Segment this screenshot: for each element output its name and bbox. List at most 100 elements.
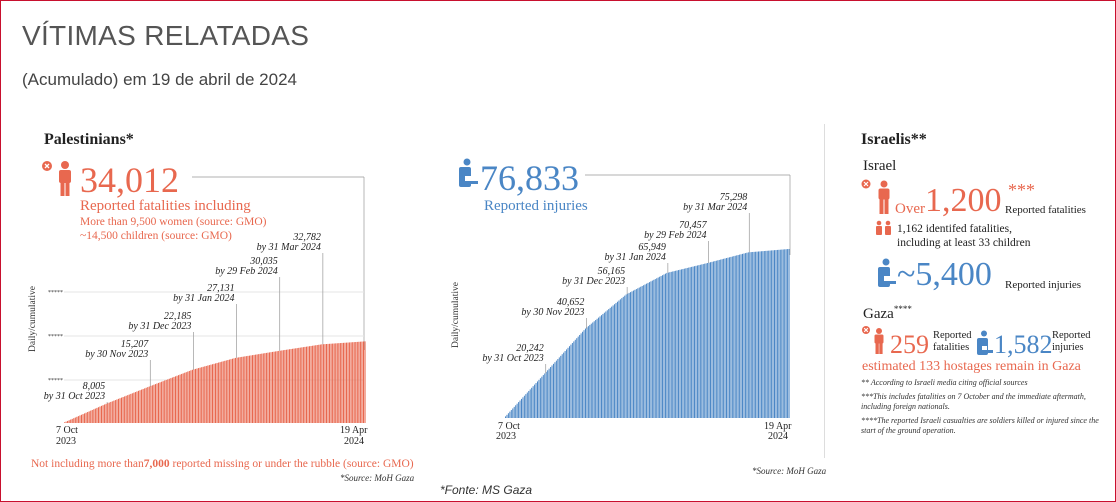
chart-bar [663, 274, 665, 418]
chart-bar [724, 258, 726, 418]
chart-bar [647, 282, 649, 418]
chart-bar [718, 259, 720, 418]
israel-injuries-count: ~5,400 [897, 256, 992, 293]
chart-bar [736, 255, 738, 418]
chart-bar [739, 254, 741, 418]
chart-bar [737, 255, 739, 418]
chart-bar [161, 381, 163, 423]
chart-bar [509, 411, 511, 418]
chart-bar [362, 341, 365, 423]
person-icon [59, 161, 71, 196]
chart-bar [535, 383, 537, 418]
israel-fatalities-label: Reported fatalities [1005, 204, 1086, 216]
chart-bar [179, 374, 181, 423]
chart-bar [145, 387, 147, 423]
chart-bar [584, 328, 586, 418]
chart-bar [595, 320, 597, 418]
chart-bar [245, 356, 247, 423]
chart-bar [207, 365, 209, 423]
chart-bar [541, 376, 543, 418]
chart-bar [630, 292, 632, 418]
chart-bar [768, 250, 770, 418]
chart-bar [356, 341, 358, 423]
annotation-value: 22,185 [164, 311, 192, 322]
chart-bar [566, 349, 568, 418]
chart-bar [747, 252, 749, 418]
section-divider [824, 124, 825, 458]
chart-bar [359, 341, 361, 423]
chart-bar [730, 256, 732, 418]
chart-bar [119, 398, 121, 423]
chart-bar [94, 408, 96, 423]
chart-bar [133, 392, 135, 423]
chart-bar [680, 269, 682, 418]
chart-bar [121, 397, 123, 423]
chart-bar [688, 267, 690, 418]
chart-bar [714, 261, 716, 418]
chart-bar [107, 403, 109, 423]
chart-bar [87, 412, 89, 423]
chart-bar [779, 249, 781, 418]
chart-bar [635, 289, 637, 418]
chart-bar [728, 257, 730, 418]
chart-bar [678, 270, 680, 418]
person-icon [874, 328, 884, 354]
chart-bar [255, 354, 257, 423]
chart-bar [244, 356, 246, 423]
chart-bar [281, 350, 283, 423]
chart-bar [287, 349, 289, 423]
chart-bar [602, 313, 604, 418]
chart-bar [529, 389, 531, 418]
chart-bar [708, 262, 710, 418]
chart-bar [586, 327, 588, 418]
chart-bar [619, 299, 621, 418]
chart-bar [218, 362, 220, 423]
chart-bar [184, 372, 186, 423]
chart-bar [88, 411, 90, 423]
women-fatalities: More than 9,500 women (source: GMO) [80, 216, 267, 228]
chart-bar [144, 388, 146, 423]
chart-bar [299, 347, 301, 423]
chart-bar [178, 375, 180, 423]
chart-bar [756, 251, 758, 418]
chart-source: *Source: MoH Gaza [340, 473, 415, 483]
chart-bar [590, 323, 592, 418]
chart-bar [580, 333, 582, 418]
chart-bar [522, 397, 524, 418]
chart-bar [301, 347, 303, 423]
missing-footnote-post: reported missing or under the rubble (so… [169, 458, 414, 470]
chart-bar [721, 259, 723, 418]
chart-bar [344, 342, 346, 423]
x-end-year: 2024 [768, 431, 788, 442]
chart-bar [347, 342, 349, 423]
chart-bar [248, 355, 250, 423]
x-end-label: 19 Apr [340, 425, 368, 436]
chart-bar [341, 342, 343, 423]
chart-bar [84, 413, 86, 423]
chart-bar [137, 390, 140, 423]
chart-bar [742, 253, 744, 418]
chart-bar [667, 272, 669, 418]
chart-bar [99, 406, 101, 423]
chart-bar [701, 264, 703, 418]
chart-bar [364, 341, 366, 423]
gaza-fatalities-label: Reported fatalities [933, 330, 972, 354]
chart-bar [609, 307, 611, 418]
chart-bar [295, 348, 297, 423]
chart-bar [550, 367, 552, 418]
x-start-year: 2023 [56, 436, 76, 447]
children-icon [876, 220, 891, 235]
chart-bar [342, 342, 344, 423]
chart-bar [276, 351, 278, 423]
chart-bar [210, 364, 212, 423]
x-start-label: 7 Oct [498, 421, 520, 432]
chart-bar [691, 266, 693, 418]
chart-bar [108, 402, 110, 423]
chart-bar [644, 284, 646, 418]
injuries-chart-source: *Source: MoH Gaza [752, 466, 827, 476]
chart-bar [202, 366, 204, 423]
chart-bar [324, 344, 326, 423]
chart-bar [589, 324, 591, 418]
gaza-injuries-label: Reported injuries [1052, 330, 1091, 354]
chart-bar [147, 387, 149, 423]
